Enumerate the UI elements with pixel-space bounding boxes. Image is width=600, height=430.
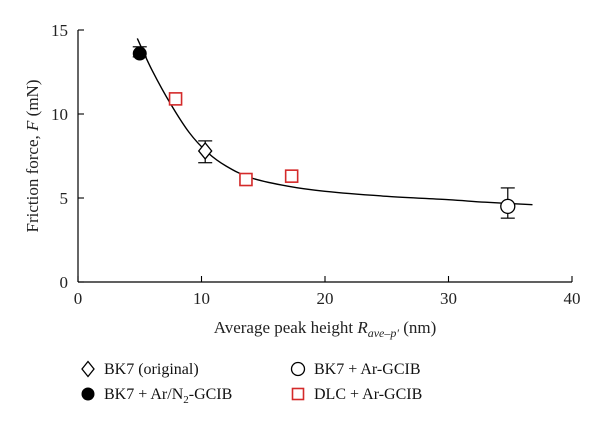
data-point [132, 46, 147, 61]
data-point [284, 169, 299, 183]
legend-marker [81, 387, 95, 401]
data-point [197, 141, 213, 160]
x-tick-label: 10 [193, 289, 210, 308]
y-tick-label: 15 [51, 21, 68, 40]
data-points-layer [132, 46, 516, 219]
legend: BK7 (original) BK7 + Ar-GCIB BK7 + Ar/N2-G… [81, 360, 422, 406]
legend-marker [81, 360, 95, 378]
x-tick-label: 20 [317, 289, 334, 308]
legend-marker [290, 361, 306, 377]
legend-label: BK7 (original) [104, 361, 199, 378]
x-axis-label: Average peak height Rave–p′ (nm) [214, 318, 437, 340]
x-tick-label: 30 [440, 289, 457, 308]
legend-label: BK7 + Ar-GCIB [314, 361, 420, 378]
x-tick-label: 0 [74, 289, 83, 308]
data-point [168, 92, 183, 106]
y-tick-label: 0 [60, 273, 69, 292]
x-tick-label: 40 [564, 289, 581, 308]
y-tick-label: 10 [51, 105, 68, 124]
data-point [239, 172, 253, 187]
x-ticks: 0 10 20 30 40 [74, 276, 581, 308]
fit-curve-layer [136, 38, 533, 206]
y-ticks: 0 5 10 15 [51, 21, 84, 292]
y-tick-label: 5 [60, 189, 69, 208]
y-axis-label: Friction force, F (mN) [23, 80, 42, 233]
legend-marker [291, 387, 305, 401]
data-point [500, 198, 516, 215]
fit-curve [136, 38, 533, 206]
legend-label: DLC + Ar-GCIB [314, 386, 422, 403]
axes [77, 30, 572, 283]
legend-label: BK7 + Ar/N2-GCIB [104, 386, 232, 406]
